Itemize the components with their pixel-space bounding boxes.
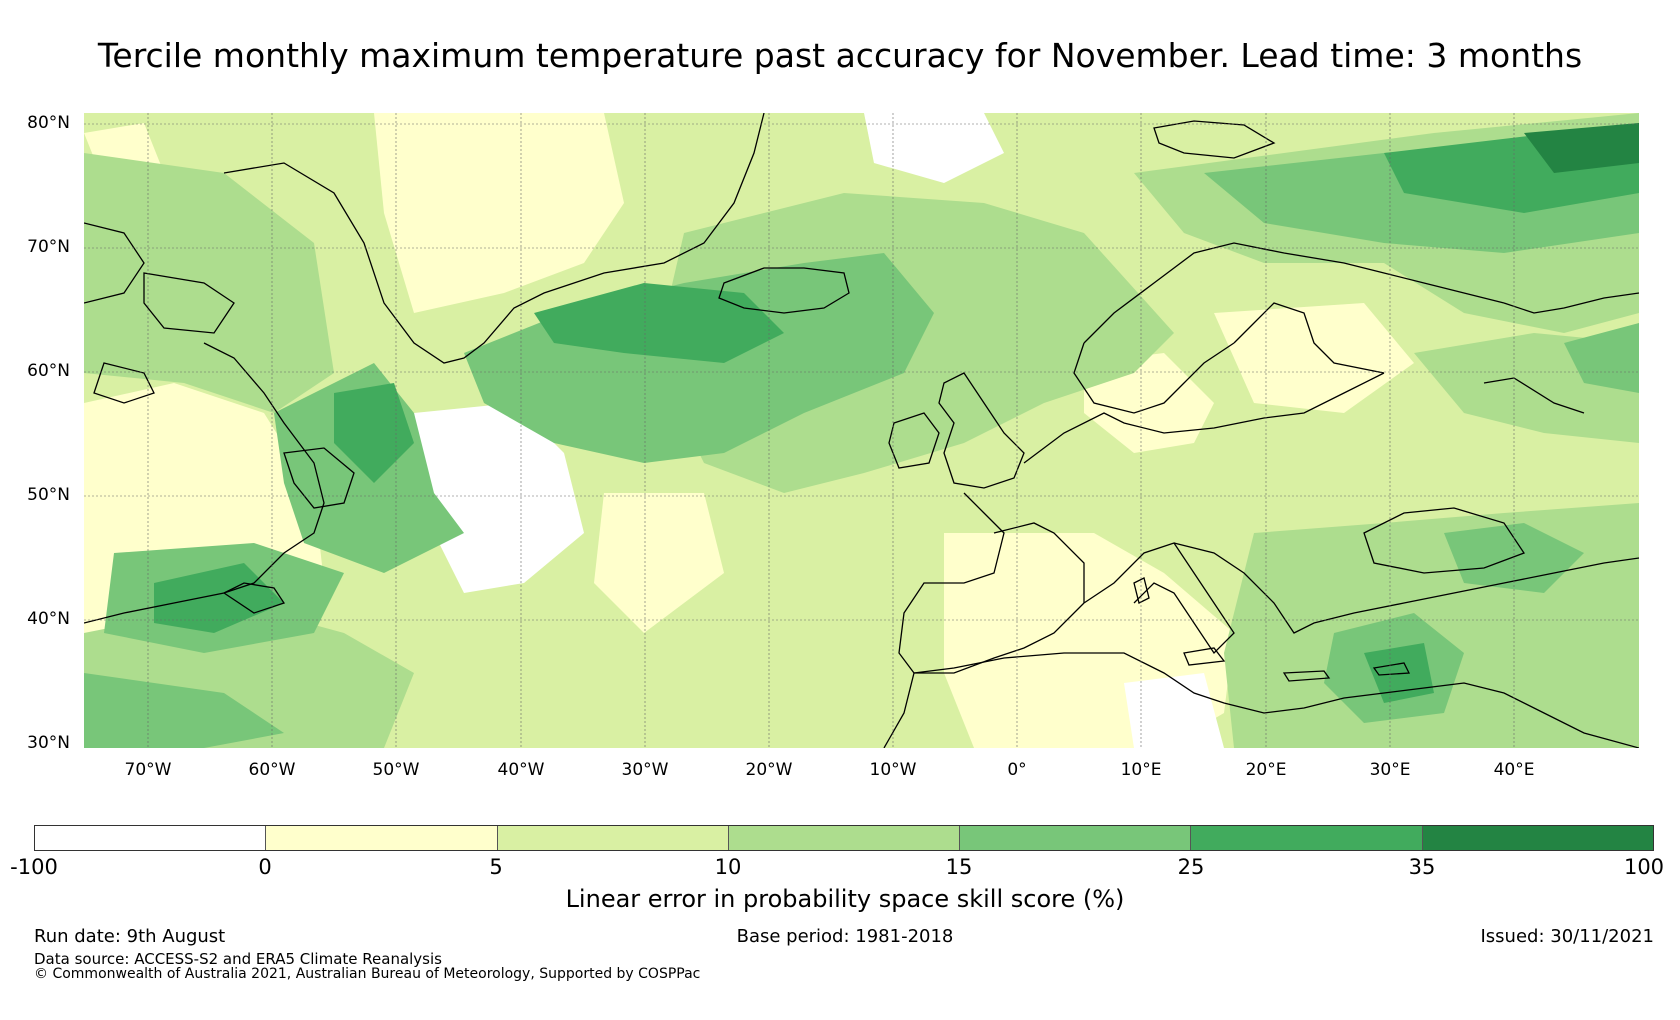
skill-score-map bbox=[84, 113, 1639, 748]
colorbar-tick: 10 bbox=[714, 855, 742, 879]
base-period: Base period: 1981-2018 bbox=[736, 926, 954, 947]
lon-label-40e: 40°E bbox=[1493, 760, 1535, 780]
colorbar-tick: 35 bbox=[1408, 855, 1436, 879]
lat-label-60n: 60°N bbox=[27, 361, 70, 381]
colorbar bbox=[34, 825, 1654, 851]
lon-label-70w: 70°W bbox=[124, 760, 172, 780]
lon-label-20e: 20°E bbox=[1245, 760, 1287, 780]
copyright-notice: © Commonwealth of Australia 2021, Austra… bbox=[34, 966, 701, 982]
lon-label-0: 0° bbox=[1007, 760, 1027, 780]
page-title: Tercile monthly maximum temperature past… bbox=[97, 36, 1583, 75]
colorbar-segment bbox=[497, 826, 729, 850]
colorbar-segment bbox=[1191, 826, 1423, 850]
lat-label-40n: 40°N bbox=[27, 609, 70, 629]
colorbar-tick: 5 bbox=[489, 855, 503, 879]
lon-label-30e: 30°E bbox=[1369, 760, 1411, 780]
lat-label-50n: 50°N bbox=[27, 485, 70, 505]
lon-label-20w: 20°W bbox=[745, 760, 793, 780]
skill-field bbox=[84, 113, 1639, 748]
lon-label-60w: 60°W bbox=[248, 760, 296, 780]
map-canvas bbox=[84, 113, 1639, 748]
lon-label-10e: 10°E bbox=[1120, 760, 1162, 780]
data-source: Data source: ACCESS-S2 and ERA5 Climate … bbox=[34, 950, 442, 968]
lon-label-30w: 30°W bbox=[621, 760, 669, 780]
colorbar-segment bbox=[960, 826, 1192, 850]
issued-date: Issued: 30/11/2021 bbox=[1480, 926, 1654, 947]
colorbar-tick: 100 bbox=[1623, 855, 1665, 879]
colorbar-segment bbox=[728, 826, 961, 850]
colorbar-segment bbox=[266, 826, 498, 850]
lon-label-10w: 10°W bbox=[869, 760, 917, 780]
colorbar-tick: 15 bbox=[945, 855, 973, 879]
lon-label-50w: 50°W bbox=[372, 760, 420, 780]
colorbar-label: Linear error in probability space skill … bbox=[565, 885, 1125, 913]
lat-label-80n: 80°N bbox=[27, 113, 70, 133]
lat-label-70n: 70°N bbox=[27, 237, 70, 257]
lat-label-30n: 30°N bbox=[27, 733, 70, 753]
run-date: Run date: 9th August bbox=[34, 926, 226, 947]
colorbar-segment bbox=[35, 826, 267, 850]
colorbar-tick: -100 bbox=[10, 855, 58, 879]
lon-label-40w: 40°W bbox=[497, 760, 545, 780]
colorbar-segment bbox=[1422, 826, 1653, 850]
colorbar-tick: 0 bbox=[258, 855, 272, 879]
coastlines bbox=[84, 113, 1639, 748]
colorbar-tick: 25 bbox=[1177, 855, 1205, 879]
gridlines bbox=[84, 113, 1639, 748]
